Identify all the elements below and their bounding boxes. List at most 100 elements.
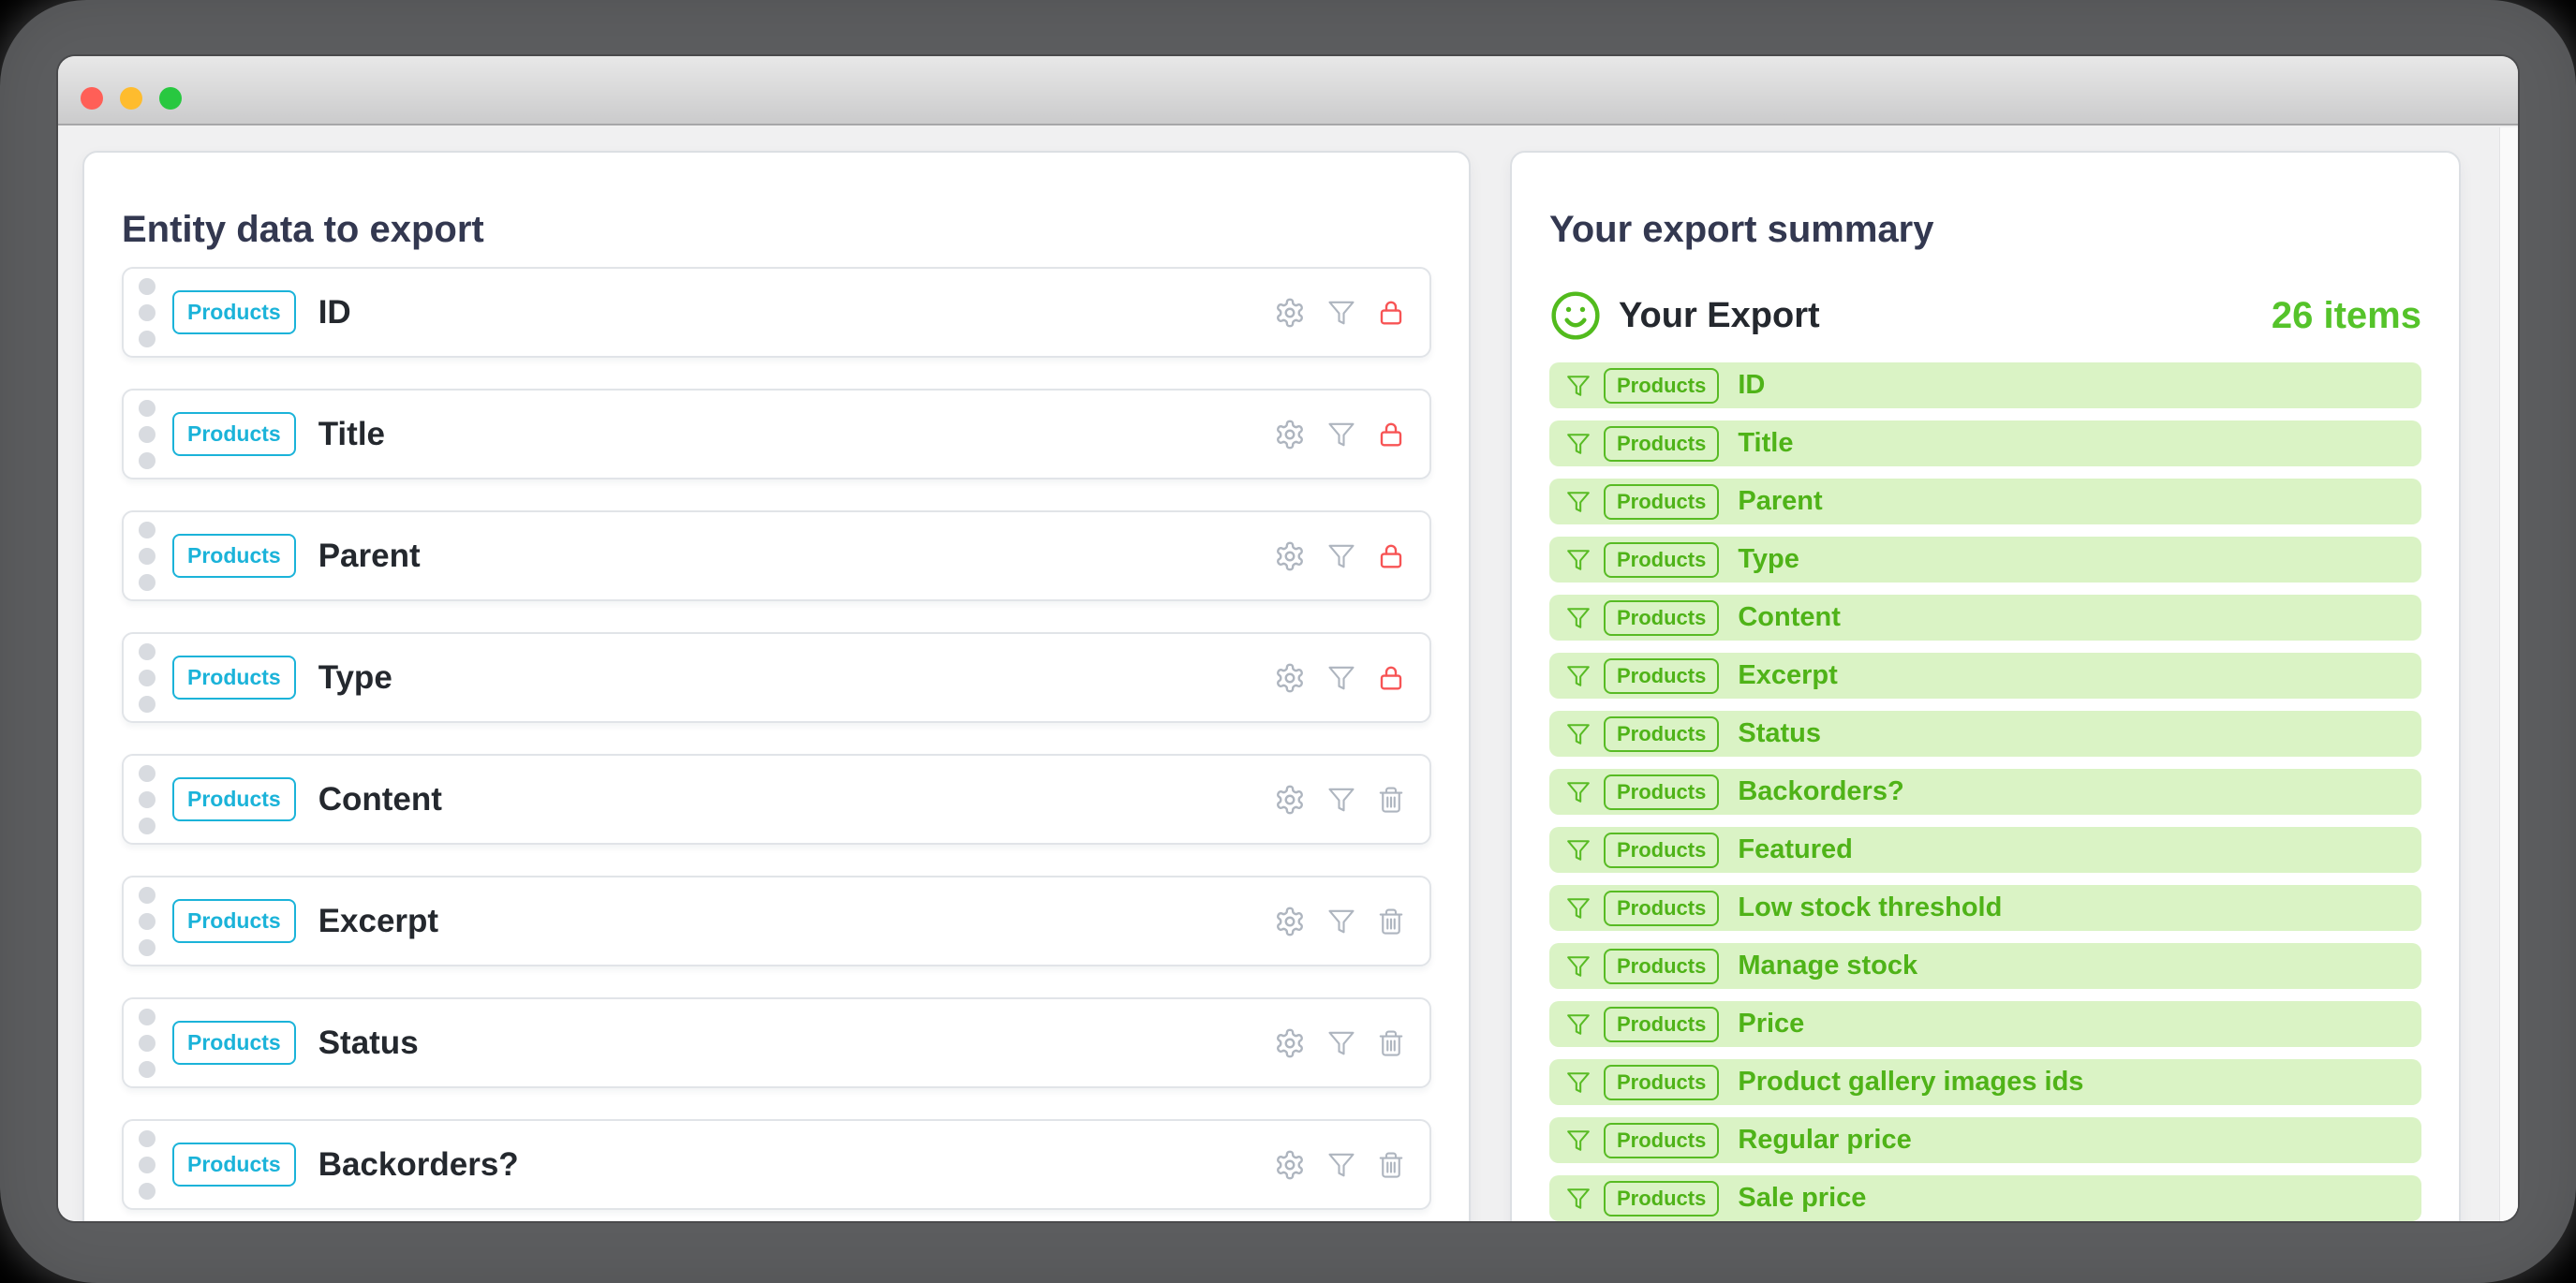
export-row: Products Regular price	[1549, 1117, 2421, 1163]
field-row[interactable]: Products Parent	[122, 510, 1431, 601]
export-row: Products Low stock threshold	[1549, 885, 2421, 931]
scrollbar-gutter[interactable]	[2499, 127, 2518, 1221]
export-row: Products Featured	[1549, 827, 2421, 873]
entity-badge: Products	[1604, 599, 1720, 636]
drag-handle-icon[interactable]	[139, 521, 155, 591]
filter-icon[interactable]	[1327, 664, 1355, 692]
export-summary-header: Your Export 26 items	[1549, 289, 2421, 342]
window-titlebar[interactable]	[58, 56, 2518, 125]
filter-icon[interactable]	[1327, 299, 1355, 327]
export-field-label: Status	[1738, 718, 1821, 748]
export-field-label: ID	[1738, 370, 1766, 400]
export-field-label: Sale price	[1738, 1183, 1867, 1213]
lock-icon[interactable]	[1377, 542, 1405, 570]
export-row: Products Title	[1549, 420, 2421, 466]
filter-icon	[1567, 607, 1590, 628]
entity-badge: Products	[172, 534, 296, 578]
lock-icon[interactable]	[1377, 664, 1405, 692]
filter-icon	[1567, 839, 1590, 861]
entity-badge: Products	[1604, 774, 1720, 810]
filter-icon[interactable]	[1327, 1151, 1355, 1179]
filter-icon	[1567, 1013, 1590, 1035]
entity-badge: Products	[172, 412, 296, 456]
zoom-button[interactable]	[159, 87, 182, 110]
gear-icon[interactable]	[1274, 906, 1306, 937]
trash-icon[interactable]	[1377, 1029, 1405, 1057]
field-label: Type	[318, 658, 392, 696]
gear-icon[interactable]	[1274, 662, 1306, 694]
export-row: Products Product gallery images ids	[1549, 1059, 2421, 1105]
filter-icon	[1567, 1129, 1590, 1151]
drag-handle-icon[interactable]	[139, 642, 155, 713]
drag-handle-icon[interactable]	[139, 277, 155, 347]
entity-badge: Products	[1604, 541, 1720, 578]
export-row: Products Price	[1549, 1001, 2421, 1047]
export-row: Products ID	[1549, 362, 2421, 408]
gear-icon[interactable]	[1274, 419, 1306, 450]
lock-icon[interactable]	[1377, 420, 1405, 449]
export-field-label: Regular price	[1738, 1125, 1912, 1155]
field-row[interactable]: Products Content	[122, 754, 1431, 845]
drag-handle-icon[interactable]	[139, 1008, 155, 1078]
export-summary-panel: Your export summary Your Export 26 items	[1510, 151, 2461, 1221]
items-count-badge: 26 items	[2271, 294, 2421, 336]
app-window: Entity data to export Products ID	[58, 56, 2518, 1221]
gear-icon[interactable]	[1274, 784, 1306, 816]
export-field-label: Low stock threshold	[1738, 892, 2003, 922]
entity-badge: Products	[172, 1143, 296, 1187]
field-row[interactable]: Products Title	[122, 389, 1431, 479]
export-row: Products Manage stock	[1549, 943, 2421, 989]
trash-icon[interactable]	[1377, 907, 1405, 936]
minimize-button[interactable]	[120, 87, 142, 110]
gear-icon[interactable]	[1274, 1027, 1306, 1059]
trash-icon[interactable]	[1377, 1151, 1405, 1179]
field-row[interactable]: Products Status	[122, 997, 1431, 1088]
drag-handle-icon[interactable]	[139, 764, 155, 834]
filter-icon[interactable]	[1327, 542, 1355, 570]
drag-handle-icon[interactable]	[139, 399, 155, 469]
filter-icon	[1567, 491, 1590, 512]
drag-handle-icon[interactable]	[139, 1129, 155, 1200]
gear-icon[interactable]	[1274, 1149, 1306, 1181]
field-label: Backorders?	[318, 1145, 519, 1183]
export-field-label: Backorders?	[1738, 776, 1904, 806]
entity-badge: Products	[1604, 1122, 1720, 1158]
field-row[interactable]: Products Backorders?	[122, 1119, 1431, 1210]
filter-icon	[1567, 1187, 1590, 1209]
entity-badge: Products	[1604, 948, 1720, 984]
entity-badge: Products	[1604, 367, 1720, 404]
entity-badge: Products	[172, 899, 296, 943]
export-row: Products Content	[1549, 595, 2421, 641]
traffic-lights	[81, 87, 182, 110]
entity-data-panel: Entity data to export Products ID	[82, 151, 1471, 1221]
field-label: Parent	[318, 537, 421, 574]
field-row[interactable]: Products Type	[122, 632, 1431, 723]
close-button[interactable]	[81, 87, 103, 110]
export-field-label: Excerpt	[1738, 660, 1838, 690]
export-title: Your Export	[1619, 295, 1820, 335]
export-field-label: Price	[1738, 1009, 1805, 1039]
entity-badge: Products	[172, 777, 296, 821]
filter-icon[interactable]	[1327, 786, 1355, 814]
filter-icon[interactable]	[1327, 907, 1355, 936]
export-field-label: Product gallery images ids	[1738, 1067, 2084, 1097]
gear-icon[interactable]	[1274, 540, 1306, 572]
entity-badge: Products	[172, 1021, 296, 1065]
trash-icon[interactable]	[1377, 786, 1405, 814]
drag-handle-icon[interactable]	[139, 886, 155, 956]
field-row[interactable]: Products ID	[122, 267, 1431, 358]
entity-badge: Products	[1604, 1180, 1720, 1217]
filter-icon[interactable]	[1327, 1029, 1355, 1057]
export-field-label: Title	[1738, 428, 1794, 458]
export-row: Products Type	[1549, 537, 2421, 583]
entity-data-heading: Entity data to export	[122, 209, 484, 250]
export-field-label: Manage stock	[1738, 951, 1918, 981]
entity-badge: Products	[1604, 715, 1720, 752]
field-row[interactable]: Products Excerpt	[122, 876, 1431, 966]
filter-icon[interactable]	[1327, 420, 1355, 449]
entity-badge: Products	[1604, 832, 1720, 868]
gear-icon[interactable]	[1274, 297, 1306, 329]
lock-icon[interactable]	[1377, 299, 1405, 327]
entity-badge: Products	[172, 656, 296, 700]
filter-icon	[1567, 1071, 1590, 1093]
